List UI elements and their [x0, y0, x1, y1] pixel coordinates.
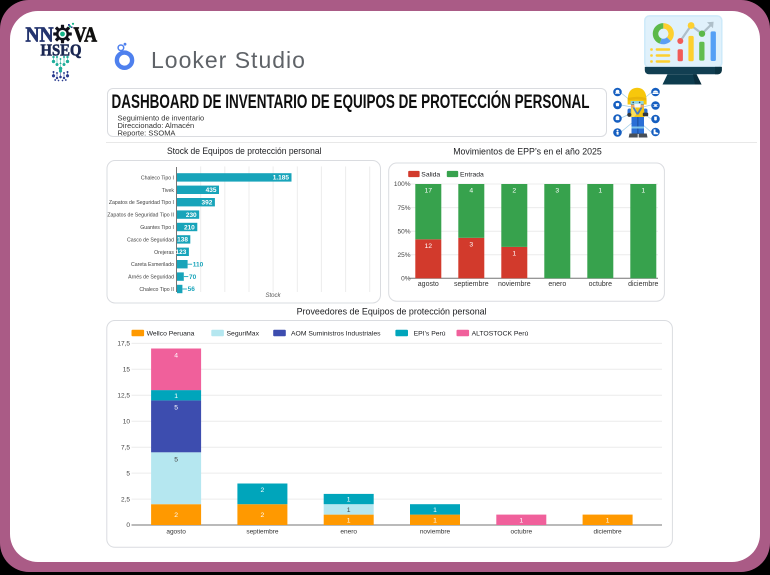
svg-text:Proveedores de Equipos de prot: Proveedores de Equipos de protección per…	[297, 307, 487, 318]
svg-text:Orejeras: Orejeras	[154, 250, 174, 256]
svg-text:1: 1	[598, 188, 602, 195]
svg-text:Movimientos de EPP’s en el año: Movimientos de EPP’s en el año 2025	[453, 147, 602, 158]
svg-text:octubre: octubre	[510, 529, 532, 536]
svg-text:25%: 25%	[397, 252, 410, 259]
svg-text:Tivek: Tivek	[162, 188, 175, 194]
svg-text:17,5: 17,5	[117, 341, 130, 348]
svg-text:50%: 50%	[397, 228, 410, 235]
svg-text:1.185: 1.185	[273, 175, 290, 182]
svg-text:3: 3	[555, 188, 559, 195]
svg-text:Stock: Stock	[265, 293, 281, 299]
svg-text:Direccionado: Almacén: Direccionado: Almacén	[118, 121, 195, 130]
svg-text:Casco de Seguridad: Casco de Seguridad	[127, 237, 174, 243]
svg-text:4: 4	[174, 353, 178, 360]
svg-text:VA: VA	[74, 23, 98, 47]
svg-text:EPI’s Perú: EPI’s Perú	[414, 331, 446, 338]
svg-text:210: 210	[184, 224, 195, 231]
svg-text:123: 123	[176, 249, 187, 256]
svg-text:5: 5	[126, 470, 130, 477]
svg-text:Chaleco Tipo II: Chaleco Tipo II	[139, 287, 174, 293]
svg-text:septiembre: septiembre	[454, 281, 489, 288]
svg-text:Stock de Equipos de protección: Stock de Equipos de protección personal	[167, 146, 322, 157]
svg-text:noviembre: noviembre	[498, 281, 531, 288]
svg-text:7,5: 7,5	[121, 444, 130, 451]
svg-text:110: 110	[193, 261, 204, 268]
svg-text:12,5: 12,5	[117, 393, 130, 400]
svg-text:Reporte: SSOMA: Reporte: SSOMA	[118, 128, 176, 137]
svg-text:Chaleco Tipo I: Chaleco Tipo I	[141, 175, 174, 181]
svg-text:1: 1	[433, 517, 437, 524]
svg-text:noviembre: noviembre	[420, 529, 451, 536]
svg-text:230: 230	[186, 212, 197, 219]
svg-text:2: 2	[174, 512, 178, 519]
svg-text:0%: 0%	[401, 276, 411, 283]
svg-text:10: 10	[123, 418, 131, 425]
svg-text:12: 12	[425, 243, 433, 250]
svg-text:1: 1	[519, 517, 523, 524]
svg-text:SeguriMax: SeguriMax	[227, 331, 260, 338]
svg-text:1: 1	[641, 188, 645, 195]
svg-text:octubre: octubre	[589, 281, 612, 288]
svg-text:NN: NN	[26, 23, 54, 47]
svg-text:Guantes Tipo I: Guantes Tipo I	[140, 225, 174, 231]
svg-text:2,5: 2,5	[121, 496, 130, 503]
svg-text:septiembre: septiembre	[246, 529, 279, 536]
svg-text:Seguimiento de inventario: Seguimiento de inventario	[118, 113, 205, 122]
svg-text:2: 2	[261, 512, 265, 519]
svg-text:4: 4	[469, 188, 473, 195]
svg-text:1: 1	[347, 507, 351, 514]
svg-text:100%: 100%	[394, 181, 411, 188]
svg-text:Zapatos de Seguridad Tipo II: Zapatos de Seguridad Tipo II	[107, 213, 174, 219]
svg-text:diciembre: diciembre	[628, 281, 658, 288]
svg-text:1: 1	[347, 517, 351, 524]
svg-text:enero: enero	[340, 529, 357, 536]
svg-text:2: 2	[261, 487, 265, 494]
svg-text:1: 1	[347, 497, 351, 504]
svg-text:DASHBOARD DE INVENTARIO DE EQU: DASHBOARD DE INVENTARIO DE EQUIPOS DE PR…	[112, 89, 590, 113]
svg-text:Entrada: Entrada	[460, 172, 484, 179]
svg-text:392: 392	[202, 200, 213, 207]
svg-text:15: 15	[123, 367, 131, 374]
svg-text:1: 1	[512, 251, 516, 258]
svg-text:Careta Esmerilado: Careta Esmerilado	[131, 262, 174, 268]
svg-text:3: 3	[469, 242, 473, 249]
svg-text:56: 56	[188, 286, 196, 293]
svg-text:138: 138	[177, 237, 188, 244]
svg-text:diciembre: diciembre	[594, 529, 623, 536]
svg-text:Wellco Peruana: Wellco Peruana	[147, 331, 195, 338]
svg-text:Zapatos de Seguridad Tipo I: Zapatos de Seguridad Tipo I	[109, 200, 174, 206]
svg-text:agosto: agosto	[418, 281, 439, 288]
svg-text:75%: 75%	[397, 205, 410, 212]
svg-text:5: 5	[174, 456, 178, 463]
svg-text:HSEQ: HSEQ	[41, 40, 82, 59]
svg-text:0: 0	[126, 522, 130, 529]
svg-text:1: 1	[433, 507, 437, 514]
svg-text:agosto: agosto	[166, 529, 186, 536]
svg-text:70: 70	[189, 274, 197, 281]
svg-text:Arnés de Seguridad: Arnés de Seguridad	[128, 275, 174, 281]
svg-text:2: 2	[512, 188, 516, 195]
svg-text:ALTOSTOCK Perú: ALTOSTOCK Perú	[472, 331, 529, 338]
svg-text:435: 435	[206, 187, 217, 194]
svg-text:17: 17	[425, 188, 433, 195]
svg-text:1: 1	[174, 393, 178, 400]
svg-text:enero: enero	[548, 281, 566, 288]
svg-text:1: 1	[606, 517, 610, 524]
svg-text:5: 5	[174, 404, 178, 411]
svg-text:Salida: Salida	[421, 172, 440, 179]
svg-text:AOM Suministros Industriales: AOM Suministros Industriales	[291, 331, 381, 338]
